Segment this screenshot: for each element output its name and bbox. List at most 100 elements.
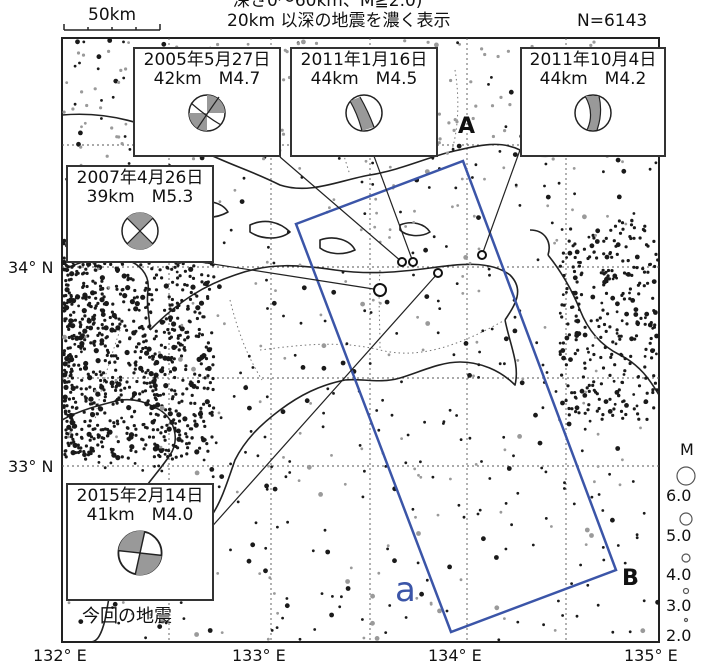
epicenter-dot [124,122,128,126]
epicenter-dot [345,342,349,346]
epicenter-dot [141,390,145,394]
epicenter-dot [178,357,183,362]
epicenter-dot [314,41,319,46]
epicenter-dot [99,342,103,346]
lon-label-134: 134° E [428,646,482,665]
epicenter-dot [67,425,71,429]
epicenter-dot [107,286,111,289]
epicenter-dot [124,349,130,356]
epicenter-dot [103,392,108,396]
epicenter-dot [318,492,323,497]
epicenter-dot [596,603,600,607]
epicenter-dot [103,344,107,348]
epicenter-dot [431,156,435,160]
epicenter-dot [120,416,123,420]
epicenter-dot [562,303,566,307]
epicenter-dot [115,419,119,423]
epicenter-dot [69,419,75,425]
epicenter-dot [186,446,190,450]
epicenter-dot [651,296,655,300]
epicenter-dot [68,431,72,434]
epicenter-dot [592,236,596,240]
epicenter-dot [288,471,292,474]
epicenter-dot [96,333,100,337]
epicenter-dot [93,348,99,354]
epicenter-dot [632,407,636,411]
epicenter-dot [80,436,84,440]
epicenter-dot [96,443,100,447]
epicenter-dot [387,353,391,357]
epicenter-dot [438,137,442,141]
epicenter-dot [132,319,136,323]
lon-label-132: 132° E [33,646,87,665]
epicenter-dot [209,467,215,472]
epicenter-dot [612,407,616,411]
epicenter-dot [483,52,487,57]
epicenter-dot [400,437,403,440]
epicenter-dot [195,386,199,390]
epicenter-dot [185,387,189,391]
epicenter-dot [459,578,463,582]
epicenter-dot [617,219,622,223]
epicenter-dot [575,614,579,618]
epicenter-dot [602,322,607,327]
epicenter-dot [635,536,639,540]
epicenter-dot [625,322,629,326]
epicenter-dot [194,424,198,428]
epicenter-dot [644,311,650,317]
epicenter-dot [64,428,68,432]
epicenter-dot [337,157,341,160]
epicenter-dot [543,184,546,188]
epicenter-dot [656,258,660,262]
epicenter-dot [247,354,251,358]
epicenter-dot [84,267,88,271]
epicenter-dot [229,462,233,466]
epicenter-dot [190,284,196,290]
epicenter-dot [88,438,92,442]
epicenter-dot [187,441,191,445]
epicenter-dot [184,330,188,335]
epicenter-dot [62,267,66,271]
epicenter-dot [69,390,73,394]
epicenter-dot [447,121,451,125]
epicenter-dot [66,441,70,445]
epicenter-dot [82,347,87,351]
epicenter-dot [119,393,123,397]
epicenter-dot [480,460,483,463]
epicenter-dot [181,378,185,382]
lon-label-135: 135° E [624,646,678,665]
epicenter-dot [164,429,168,434]
epicenter-dot [637,292,641,296]
epicenter-dot [95,403,99,407]
lat-label-33: 33° N [8,457,54,476]
epicenter-dot [199,357,203,361]
epicenter-dot [67,291,71,295]
epicenter-dot [551,157,555,161]
epicenter-dot [185,283,189,287]
epicenter-dot [262,157,266,161]
epicenter-dot [574,338,578,342]
epicenter-dot [239,199,245,205]
epicenter-dot [190,436,194,440]
epicenter-dot [621,400,624,404]
epicenter-dot [564,363,569,367]
epicenter-dot [519,380,525,386]
epicenter-dot [150,267,154,271]
epicenter-dot [411,251,415,255]
epicenter-dot [474,104,478,108]
epicenter-dot [554,390,558,393]
epicenter-dot [436,299,440,303]
epicenter-dot [203,438,207,442]
epicenter-dot [359,228,363,232]
epicenter-dot [207,404,212,408]
epicenter-dot [121,287,125,292]
epicenter-dot [517,434,522,439]
epicenter-dot [623,357,627,361]
epicenter-dot [155,402,161,408]
epicenter-dot [194,449,200,455]
epicenter-dot [152,393,157,397]
epicenter-dot [301,285,307,291]
epicenter-dot [134,329,138,333]
epicenter-dot [64,339,68,343]
epicenter-dot [66,432,70,436]
